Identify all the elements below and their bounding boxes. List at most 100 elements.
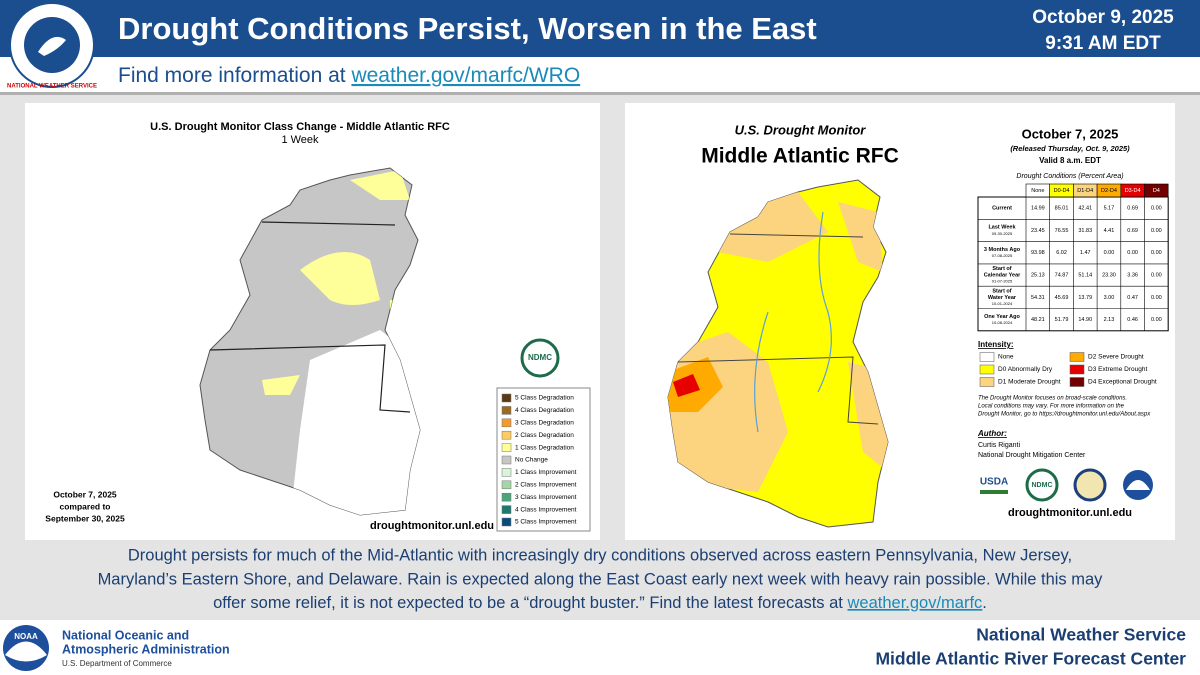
intensity-label: D0 Abnormally Dry	[998, 366, 1053, 373]
legend-label: No Change	[515, 457, 548, 464]
noaa-logo-bird	[5, 641, 47, 662]
intensity-label: D1 Moderate Drought	[998, 379, 1061, 386]
time: 9:31 AM EDT	[1045, 33, 1161, 54]
table-header: D4	[1153, 188, 1160, 194]
left-legend-box	[496, 387, 591, 532]
legend-swatch	[501, 418, 512, 428]
table-cell: 48.21	[1031, 317, 1045, 323]
table-cell: 5.17	[1104, 206, 1115, 212]
degradation-area	[262, 375, 300, 395]
table-cell: 3.00	[1104, 295, 1115, 301]
legend-swatch	[501, 430, 512, 440]
usda-logo-text: USDA	[980, 477, 1008, 488]
table-cell: 0.00	[1151, 317, 1162, 323]
table-header: D2-D4	[1101, 188, 1117, 194]
table-cell: 93.98	[1031, 250, 1045, 256]
ndmc-logo-text: NDMC	[1032, 482, 1053, 489]
table-cell: 0.00	[1151, 228, 1162, 234]
legend-label: 4 Class Improvement	[515, 506, 577, 513]
noaa-logo-text: NOAA	[14, 632, 38, 641]
body-text: .	[982, 594, 987, 612]
agency: Atmospheric Administration	[62, 642, 230, 656]
left-map	[199, 167, 421, 516]
intensity-swatch	[1069, 364, 1085, 375]
legend-label: 1 Class Degradation	[515, 444, 574, 451]
right-map-region: Middle Atlantic RFC	[701, 145, 899, 168]
table-cell: 42.41	[1078, 206, 1092, 212]
agency: National Oceanic and	[62, 628, 189, 642]
table-cell: 6.02	[1056, 250, 1067, 256]
legend-swatch	[501, 443, 512, 452]
body-line: Maryland’s Eastern Shore, and Delaware. …	[98, 570, 1104, 588]
table-cell: 0.46	[1127, 317, 1138, 323]
table-cell: 14.90	[1078, 317, 1092, 323]
table-cell: 0.47	[1127, 295, 1138, 301]
intensity-label: D3 Extreme Drought	[1088, 366, 1147, 373]
note: Local conditions may vary. For more info…	[978, 404, 1125, 410]
doc-seal	[1073, 468, 1107, 502]
table-cell: 4.41	[1104, 228, 1115, 234]
legend-label: 3 Class Degradation	[515, 420, 574, 427]
usda-logo-bar	[980, 490, 1008, 494]
row-label: Water Year	[988, 295, 1017, 301]
drought-table: None D0-D4 D1-D4 D2-D4 D3-D4 D4 Current 14.99 85…	[977, 183, 1169, 332]
legend-label: 3 Class Improvement	[515, 494, 577, 501]
row-label: Current	[992, 206, 1012, 212]
body-line: offer some relief, it is not expected to…	[213, 594, 987, 612]
ndmc-logo	[1025, 468, 1059, 502]
degradation-area	[350, 170, 410, 200]
noaa-seal-bird	[1126, 480, 1150, 490]
right-map-valid: Valid 8 a.m. EDT	[1039, 156, 1101, 165]
legend-label: 5 Class Improvement	[515, 519, 577, 526]
legend-swatch	[501, 468, 512, 477]
note: The Drought Monitor focuses on broad-sca…	[978, 396, 1127, 402]
right-source: droughtmonitor.unl.edu	[1008, 507, 1132, 519]
table-cell: 1.47	[1080, 250, 1091, 256]
row-date: 07-08-2025	[992, 253, 1013, 258]
intensity-title: Intensity:	[978, 340, 1014, 349]
table-header: D0-D4	[1054, 188, 1070, 194]
nws-logo-cloud	[38, 36, 66, 56]
state-lines	[677, 233, 879, 425]
author-title: Author:	[977, 429, 1007, 438]
department: U.S. Department of Commerce	[62, 659, 172, 668]
table-cell: 0.00	[1151, 206, 1162, 212]
legend-label: 2 Class Improvement	[515, 482, 577, 489]
office: National Weather Service	[976, 625, 1186, 645]
row-date: 10-01-2024	[992, 301, 1013, 306]
degradation-area	[300, 252, 380, 305]
table-cell: 23.45	[1031, 228, 1045, 234]
body-link[interactable]: weather.gov/marfc	[846, 594, 982, 612]
row-label: Start of	[992, 266, 1011, 272]
table-caption: Drought Conditions (Percent Area)	[1016, 173, 1123, 180]
intensity-swatch	[1069, 377, 1085, 387]
no-data-area	[290, 330, 420, 515]
row-date: 10-08-2024	[992, 320, 1013, 325]
legend-swatch	[501, 517, 512, 527]
subtitle: Find more information at weather.gov/mar…	[118, 64, 580, 87]
left-source: droughtmonitor.unl.edu	[370, 520, 494, 532]
footer	[0, 620, 1200, 675]
table-cell: 14.99	[1031, 206, 1045, 212]
state-lines	[209, 221, 411, 413]
table-cell: 31.83	[1078, 228, 1092, 234]
office: Middle Atlantic River Forecast Center	[875, 649, 1186, 669]
table-cell: 54.31	[1031, 295, 1045, 301]
table-cell: 51.79	[1055, 317, 1069, 323]
table-cell: 0.00	[1127, 250, 1138, 256]
row-date: 09-30-2025	[992, 231, 1013, 236]
legend-label: 2 Class Degradation	[515, 432, 574, 439]
ndmc-logo-text: NDMC	[528, 353, 552, 362]
intensity-label: D2 Severe Drought	[1088, 354, 1144, 361]
table-cell: 0.00	[1151, 250, 1162, 256]
table-cell: 74.87	[1055, 273, 1069, 279]
table-cell: 0.00	[1151, 273, 1162, 279]
date: October 9, 2025	[1032, 7, 1174, 28]
note: Drought Monitor, go to https://droughtmo…	[978, 412, 1151, 418]
subheader-band	[0, 57, 1200, 92]
row-label: 3 Months Ago	[984, 247, 1021, 253]
ndmc-logo	[520, 338, 560, 378]
row-label: Last Week	[988, 225, 1016, 231]
subtitle-link[interactable]: weather.gov/marfc/WRO	[350, 64, 580, 87]
